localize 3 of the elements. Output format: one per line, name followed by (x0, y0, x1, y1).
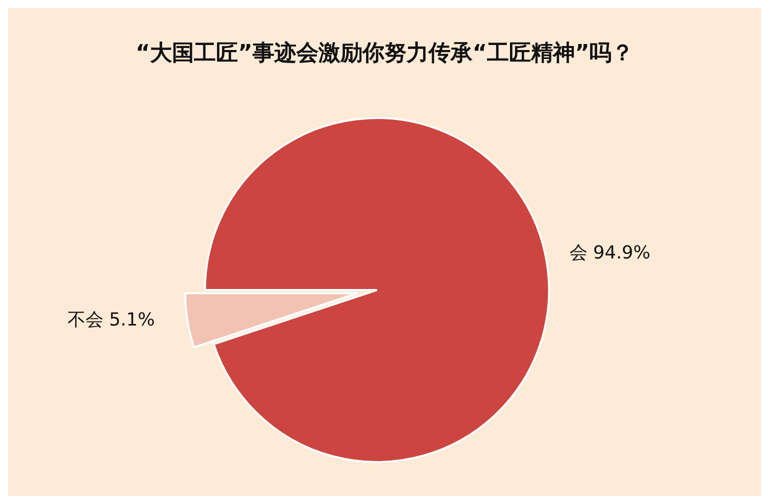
slice-label: 不会 5.1% (67, 310, 155, 331)
chart-title: “大国工匠”事迹会激励你努力传承“工匠精神”吗？ (134, 40, 634, 68)
slice-label: 会 94.9% (569, 242, 650, 264)
